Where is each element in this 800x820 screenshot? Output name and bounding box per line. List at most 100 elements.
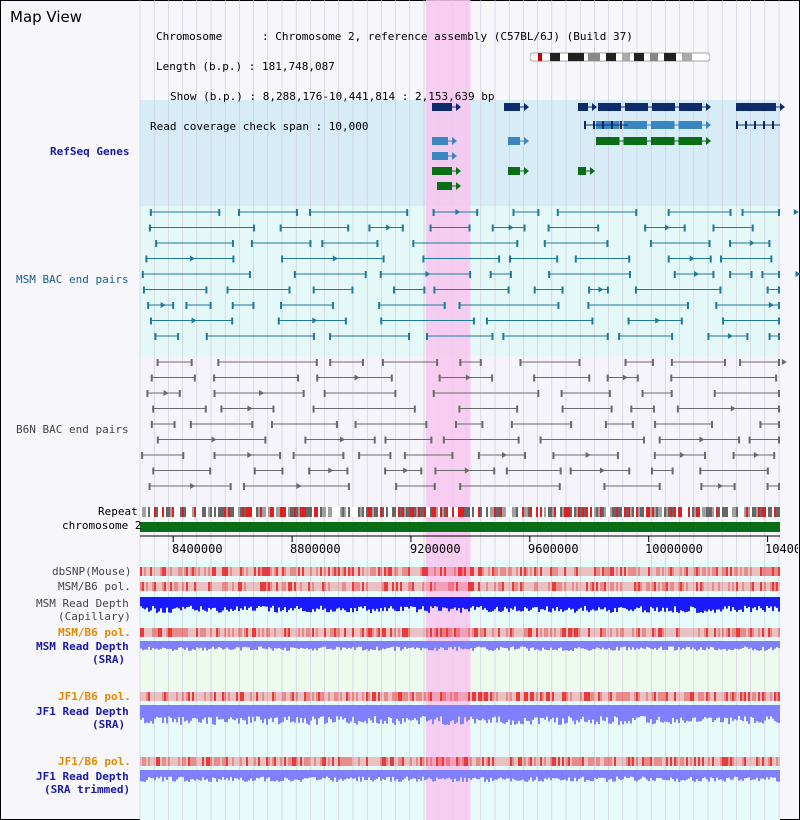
jf1-b6-pol-trim-cell	[226, 757, 228, 766]
jf1-depth-trim-bar	[252, 770, 254, 782]
jf1-b6-pol-cell	[648, 692, 650, 701]
jf1-b6-pol-trim-cell	[180, 757, 182, 766]
msm-b6-pol-cell	[314, 582, 316, 591]
msm-b6-pol-sra-cell	[340, 628, 342, 637]
b6n-bac-end	[778, 405, 780, 413]
repeat-bar	[256, 507, 258, 517]
jf1-depth-trim-bar	[602, 770, 604, 778]
msm-depth-capillary-bar	[210, 597, 212, 610]
msm-b6-pol-sra-cell	[328, 628, 330, 637]
msm-b6-pol-sra-cell	[142, 628, 144, 637]
jf1-depth-trim-bar	[528, 770, 530, 781]
jf1-depth-sra-bar	[208, 705, 210, 718]
msm-depth-sra-bar	[776, 641, 778, 648]
dbsnp-cell	[164, 567, 166, 576]
jf1-b6-pol-trim-cell	[506, 757, 508, 766]
repeat-bar	[672, 507, 674, 517]
dbsnp-cell	[614, 567, 616, 576]
repeat-bar	[728, 507, 730, 517]
jf1-depth-sra-bar	[664, 705, 666, 722]
msm-depth-sra-bar	[598, 641, 600, 649]
msm-b6-pol-cell	[648, 582, 650, 591]
dbsnp-cell	[522, 567, 524, 576]
msm-b6-pol-cell	[662, 582, 664, 591]
msm-depth-sra-bar	[184, 641, 186, 650]
dbsnp-cell	[352, 567, 354, 576]
jf1-depth-sra-bar	[432, 705, 434, 725]
jf1-b6-pol-trim-cell	[372, 757, 374, 766]
jf1-depth-sra-bar	[762, 705, 764, 724]
jf1-b6-pol-trim-cell	[684, 757, 686, 766]
msm-depth-capillary-bar	[180, 597, 182, 611]
msm-depth-capillary-bar	[708, 597, 710, 610]
msm-depth-capillary-bar	[306, 597, 308, 612]
jf1-b6-pol-trim-cell	[428, 757, 430, 766]
jf1-b6-pol-cell	[474, 692, 476, 701]
jf1-b6-pol-cell	[698, 692, 700, 701]
repeat-bar	[644, 507, 646, 517]
msm-depth-capillary-bar	[528, 597, 530, 612]
msm-depth-capillary-bar	[268, 597, 270, 612]
jf1-depth-sra-bar	[414, 705, 416, 719]
msm-depth-sra-bar	[356, 641, 358, 648]
jf1-b6-pol-trim-cell	[618, 757, 620, 766]
jf1-depth-trim-bar	[464, 770, 466, 778]
jf1-depth-sra-bar	[418, 705, 420, 725]
b6n-bac-end	[193, 374, 196, 382]
msm-depth-sra-bar	[244, 641, 246, 647]
dbsnp-cell	[602, 567, 604, 576]
repeat-bar	[382, 507, 384, 517]
jf1-depth-sra-bar	[638, 705, 640, 718]
jf1-depth-sra-bar	[764, 705, 766, 721]
dbsnp-cell	[428, 567, 430, 576]
jf1-b6-pol-trim-cell	[678, 757, 680, 766]
msm-b6-pol-sra-cell	[454, 628, 456, 637]
msm-b6-pol-sra-cell	[304, 628, 306, 637]
jf1-depth-sra-bar	[616, 705, 618, 718]
msm-depth-capillary-bar	[480, 597, 482, 607]
jf1-b6-pol-cell	[174, 692, 176, 701]
show-info: Show (b.p.) : 8,288,176-10,441,814 : 2,1…	[170, 90, 495, 103]
jf1-depth-trim-bar	[724, 770, 726, 782]
dbsnp-cell	[568, 567, 570, 576]
jf1-depth-trim-bar	[588, 770, 590, 781]
dbsnp-cell	[418, 567, 420, 576]
jf1-b6-pol-trim-cell	[162, 757, 164, 766]
jf1-b6-pol-cell	[590, 692, 592, 701]
axis-tick-label: 10400000	[765, 542, 798, 556]
chromosome-ideogram[interactable]	[530, 52, 710, 62]
jf1-depth-sra-bar	[280, 705, 282, 723]
msm-b6-pol-sra-cell	[286, 628, 288, 637]
jf1-depth-trim-bar	[254, 770, 256, 781]
repeat-bar	[440, 507, 442, 517]
jf1-depth-trim-bar	[256, 770, 258, 778]
repeat-bar	[404, 507, 406, 517]
jf1-depth-trim-bar	[158, 770, 160, 779]
msm-b6-pol-cell	[438, 582, 440, 591]
repeat-bar	[664, 507, 666, 517]
dbsnp-cell	[204, 567, 206, 576]
jf1-depth-trim-bar	[756, 770, 758, 778]
msm-b6-pol-sra-cell	[674, 628, 676, 637]
msm-depth-sra-bar	[760, 641, 762, 651]
dbsnp-cell	[490, 567, 492, 576]
jf1-depth-sra-bar	[564, 705, 566, 724]
b6n-bac-arrow	[211, 436, 217, 443]
jf1-depth-sra-bar	[424, 705, 426, 717]
jf1-b6-pol-cell	[204, 692, 206, 701]
dbsnp-cell	[704, 567, 706, 576]
msm-b6-pol-sra-cell	[146, 628, 148, 637]
msm-depth-sra-bar	[398, 641, 400, 648]
msm-b6-pol-cell	[530, 582, 532, 591]
jf1-b6-pol-trim-cell	[610, 757, 612, 766]
jf1-b6-pol-trim-cell	[240, 757, 242, 766]
jf1-b6-pol-cell	[210, 692, 212, 701]
dbsnp-cell	[772, 567, 774, 576]
b6n-bac-end	[270, 421, 273, 428]
jf1-b6-pol-trim-cell	[530, 757, 532, 766]
jf1-depth-sra-bar	[594, 705, 596, 725]
jf1-depth-sra-bar	[466, 705, 468, 722]
msm-b6-pol-cell	[200, 582, 202, 591]
jf1-b6-pol-cell	[330, 692, 332, 701]
